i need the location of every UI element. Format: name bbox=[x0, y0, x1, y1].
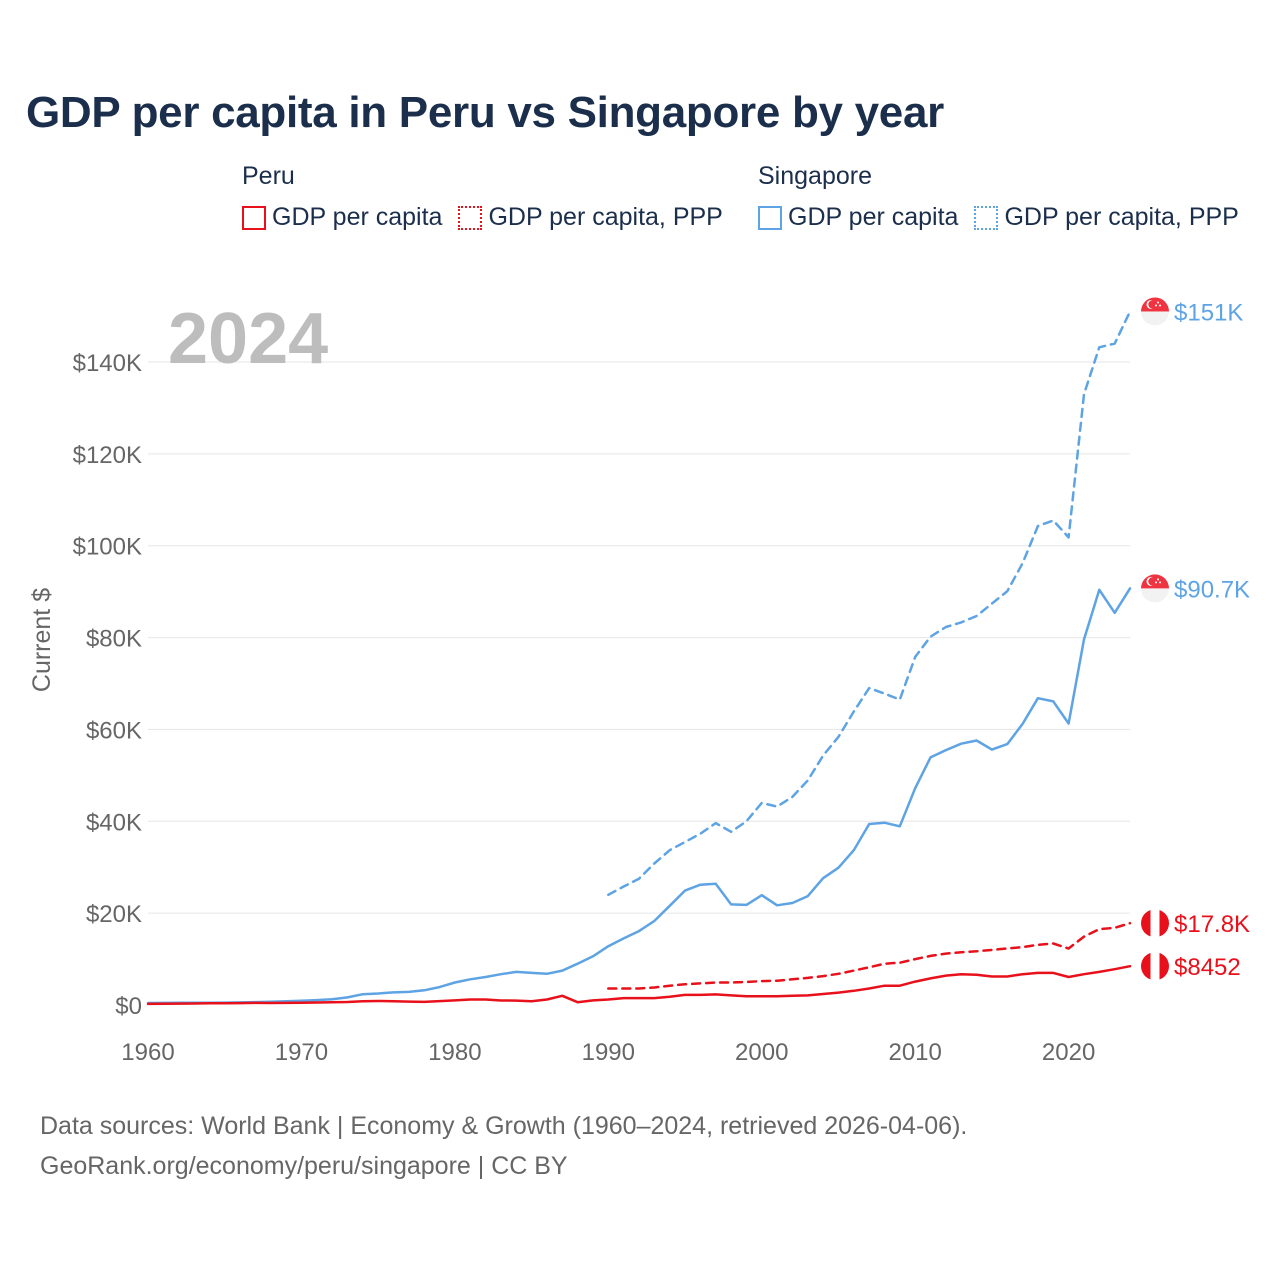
singapore-flag-icon bbox=[1141, 574, 1169, 603]
legend-group-label-singapore: Singapore bbox=[758, 162, 872, 190]
legend-group-label-peru: Peru bbox=[242, 162, 295, 190]
y-tick-label: $40K bbox=[86, 809, 142, 836]
x-tick-label: 1980 bbox=[428, 1039, 481, 1066]
peru-flag-icon bbox=[1141, 909, 1169, 938]
end-value-label: $151K bbox=[1174, 299, 1243, 326]
source-line-1: Data sources: World Bank | Economy & Gro… bbox=[40, 1112, 968, 1140]
x-tick-label: 1960 bbox=[121, 1039, 174, 1066]
x-tick-label: 1990 bbox=[582, 1039, 635, 1066]
legend-item-peru-gdp-ppp[interactable]: GDP per capita, PPP bbox=[458, 203, 723, 232]
y-tick-label: $0 bbox=[115, 993, 142, 1020]
singapore-flag-icon bbox=[1141, 297, 1169, 326]
year-watermark: 2024 bbox=[168, 299, 328, 379]
peru-flag-icon bbox=[1141, 952, 1169, 981]
legend-label: GDP per capita, PPP bbox=[488, 203, 723, 231]
legend-item-singapore-gdp-ppp[interactable]: GDP per capita, PPP bbox=[974, 203, 1239, 232]
y-tick-label: $140K bbox=[73, 350, 142, 377]
y-tick-label: $120K bbox=[73, 442, 142, 469]
x-tick-label: 2010 bbox=[888, 1039, 941, 1066]
source-line-2[interactable]: GeoRank.org/economy/peru/singapore | CC … bbox=[40, 1152, 568, 1180]
legend-label: GDP per capita, PPP bbox=[1004, 203, 1239, 231]
x-tick-label: 2020 bbox=[1042, 1039, 1095, 1066]
legend-group-singapore: Singapore GDP per capita GDP per capita,… bbox=[758, 162, 1239, 232]
series-line-peru-gdp-per-capita-ppp bbox=[607, 921, 1132, 990]
source-note: Data sources: World Bank | Economy & Gro… bbox=[40, 1106, 967, 1186]
chart-title: GDP per capita in Peru vs Singapore by y… bbox=[26, 88, 944, 137]
legend-group-peru: Peru GDP per capita GDP per capita, PPP bbox=[242, 162, 723, 232]
end-value-label: $8452 bbox=[1174, 954, 1241, 981]
legend-swatch-singapore-solid bbox=[758, 205, 782, 230]
x-tick-label: 1970 bbox=[275, 1039, 328, 1066]
legend-swatch-peru-dotted bbox=[458, 205, 483, 230]
end-value-label: $90.7K bbox=[1174, 576, 1250, 603]
y-tick-label: $20K bbox=[86, 901, 142, 928]
legend-item-peru-gdp[interactable]: GDP per capita bbox=[242, 203, 442, 232]
x-tick-label: 2000 bbox=[735, 1039, 788, 1066]
series-line-peru-gdp-per-capita bbox=[146, 964, 1132, 1006]
series-line-singapore-gdp-per-capita-ppp bbox=[607, 310, 1132, 897]
y-tick-label: $80K bbox=[86, 626, 142, 653]
marker-layer: $151K $90.7K $17.8K $8452 bbox=[1141, 297, 1250, 981]
legend-swatch-singapore-dotted bbox=[974, 205, 999, 230]
legend-label: GDP per capita bbox=[788, 203, 959, 231]
legend-swatch-peru-solid bbox=[242, 205, 266, 230]
y-tick-label: $60K bbox=[86, 717, 142, 744]
series-layer bbox=[146, 310, 1132, 1006]
legend-item-singapore-gdp[interactable]: GDP per capita bbox=[758, 203, 958, 232]
y-axis-title: Current $ bbox=[28, 588, 56, 692]
end-value-label: $17.8K bbox=[1174, 911, 1250, 938]
series-line-singapore-gdp-per-capita bbox=[146, 587, 1132, 1005]
y-tick-label: $100K bbox=[73, 534, 142, 561]
grid-layer bbox=[148, 361, 1130, 914]
legend-label: GDP per capita bbox=[272, 203, 443, 231]
axis-layer: $0 $20K $40K $60K $80K $100K $120K $140K 1960 197… bbox=[73, 350, 1096, 1066]
